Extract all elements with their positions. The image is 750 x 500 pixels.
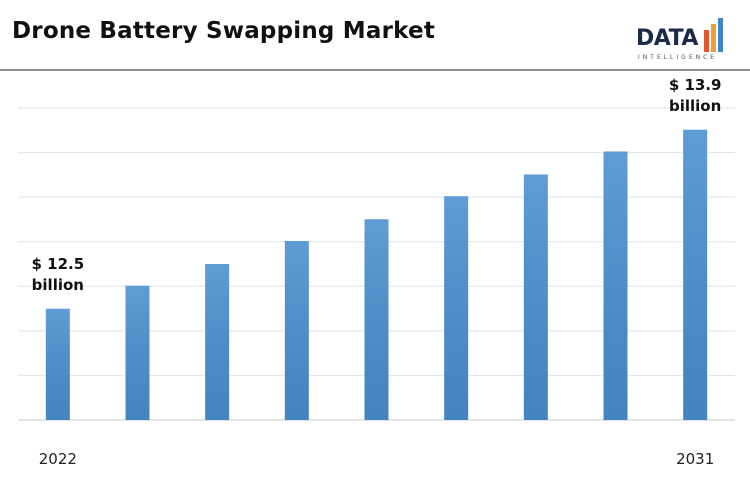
logo-subtext: INTELLIGENCE bbox=[638, 54, 718, 61]
bar-shade bbox=[444, 196, 469, 420]
value-label: $ 13.9 billion bbox=[668, 75, 722, 115]
chart-title: Drone Battery Swapping Market bbox=[12, 18, 436, 44]
x-tick-label: 2022 bbox=[38, 450, 77, 468]
bar-shade bbox=[45, 308, 70, 420]
bar-shade bbox=[364, 219, 389, 420]
bar-shade bbox=[683, 129, 708, 420]
bar-shade bbox=[523, 174, 548, 420]
logo: DATA INTELLIGENCE bbox=[636, 14, 728, 64]
value-label: $ 12.5 billion bbox=[31, 254, 85, 294]
logo-text: DATA bbox=[636, 26, 698, 51]
bar-shade bbox=[125, 285, 150, 420]
bar-shade bbox=[603, 151, 628, 420]
bar-shade bbox=[205, 264, 230, 420]
x-tick-label: 2031 bbox=[676, 450, 715, 468]
logo-bars bbox=[704, 18, 723, 52]
bar-shade bbox=[284, 240, 309, 420]
